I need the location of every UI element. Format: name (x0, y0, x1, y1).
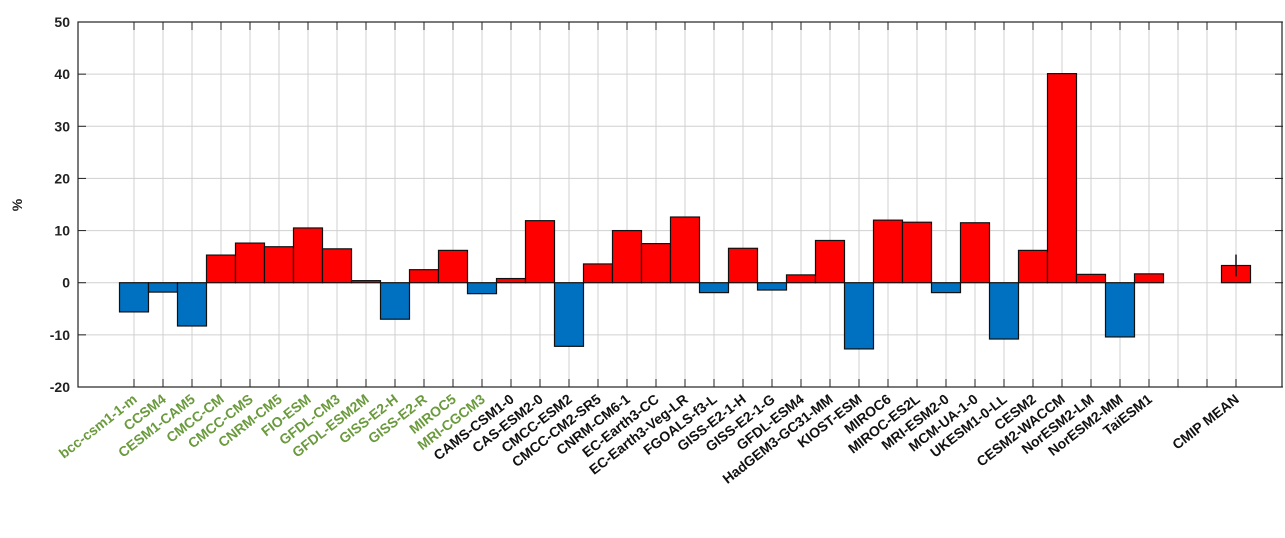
y-tick-label: 0 (62, 275, 70, 291)
y-tick-label: -20 (50, 379, 70, 395)
bar (756, 282, 788, 291)
bar (1133, 273, 1165, 284)
bar (1017, 249, 1049, 284)
y-axis-label: % (9, 198, 25, 211)
bar (553, 282, 585, 347)
y-tick-label: 30 (54, 118, 70, 134)
bar (901, 221, 933, 284)
y-tick-label: -10 (50, 327, 70, 343)
bar (1046, 73, 1078, 284)
bar (727, 247, 759, 284)
bar (1104, 282, 1136, 338)
bar (669, 216, 701, 284)
bar (234, 242, 266, 284)
bar (437, 249, 469, 284)
bar (292, 227, 324, 284)
bar (118, 282, 150, 313)
bar (698, 282, 730, 294)
bar (843, 282, 875, 350)
bar (785, 274, 817, 284)
bar (1075, 273, 1107, 284)
plot-frame (77, 21, 1283, 388)
y-tick-label: 40 (54, 66, 70, 82)
bar (176, 282, 208, 327)
bar (524, 220, 556, 284)
bar (582, 263, 614, 284)
bar (147, 282, 179, 293)
bar (379, 282, 411, 320)
y-tick-label: 50 (54, 14, 70, 30)
y-tick-label: 20 (54, 170, 70, 186)
bar (263, 246, 295, 284)
bar (466, 282, 498, 295)
bar (205, 254, 237, 284)
x-tick-label: CMIP MEAN (1169, 391, 1242, 453)
bar (611, 229, 643, 284)
bar (959, 222, 991, 284)
bar (814, 239, 846, 284)
bar (408, 269, 440, 284)
bar (640, 243, 672, 284)
bar (321, 248, 353, 284)
bar (495, 277, 527, 284)
bar (350, 280, 382, 284)
bar (988, 282, 1020, 340)
y-tick-label: 10 (54, 223, 70, 239)
bar (872, 219, 904, 284)
bar (930, 282, 962, 294)
